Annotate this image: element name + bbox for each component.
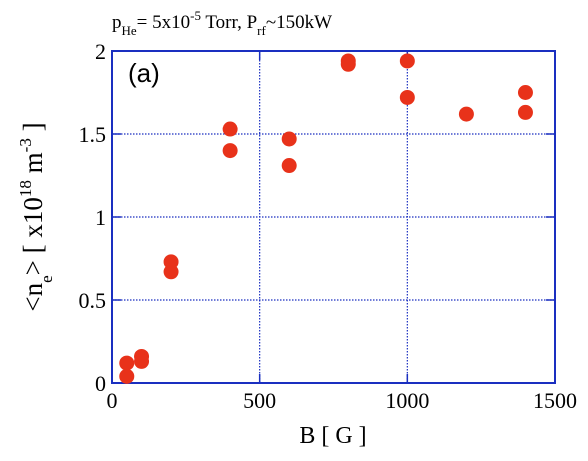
x-tick-label: 0 bbox=[107, 388, 118, 413]
plot-frame bbox=[111, 50, 556, 384]
title-part: He bbox=[122, 23, 137, 38]
x-tick-label: 500 bbox=[243, 388, 276, 413]
y-label-part: m bbox=[18, 152, 48, 180]
point bbox=[340, 56, 356, 72]
point bbox=[119, 368, 135, 384]
annotation: (a) bbox=[128, 58, 160, 88]
y-label-part: -3 bbox=[16, 138, 35, 152]
point bbox=[517, 85, 533, 100]
point bbox=[399, 89, 415, 105]
y-tick-label: 1.5 bbox=[79, 122, 107, 147]
x-tick-label: 1000 bbox=[385, 388, 429, 413]
y-tick-label: 0.5 bbox=[79, 288, 107, 313]
point bbox=[458, 106, 474, 122]
point bbox=[222, 143, 238, 159]
y-label-part: > [ x10 bbox=[18, 197, 48, 275]
y-label-part: 18 bbox=[16, 180, 35, 197]
point bbox=[163, 264, 179, 280]
x-axis-label: B [ G ] bbox=[299, 423, 366, 449]
y-tick-label: 1 bbox=[95, 205, 106, 230]
y-label-part: ] bbox=[18, 122, 48, 138]
y-axis-label: <ne> [ x1018 m-3 ] bbox=[16, 122, 56, 311]
title-part: Torr, P bbox=[201, 12, 257, 33]
x-tick-label: 1500 bbox=[533, 388, 577, 413]
y-tick-label: 0 bbox=[95, 371, 106, 396]
point bbox=[517, 104, 533, 120]
point bbox=[281, 158, 297, 174]
point bbox=[134, 353, 150, 369]
title-part: rf bbox=[257, 23, 266, 38]
title-part: -5 bbox=[190, 8, 201, 23]
chart-title: pHe= 5x10-5 Torr, Prf~150kW bbox=[112, 8, 332, 38]
point bbox=[119, 355, 135, 371]
title-part: = 5x10 bbox=[137, 12, 190, 33]
title-part: p bbox=[112, 12, 122, 33]
point bbox=[399, 53, 415, 69]
y-tick-label: 2 bbox=[95, 39, 106, 64]
y-label-part: e bbox=[37, 275, 56, 283]
point bbox=[281, 131, 297, 147]
point bbox=[222, 121, 238, 137]
title-part: ~150kW bbox=[266, 12, 332, 33]
y-label-part: <n bbox=[18, 282, 48, 311]
